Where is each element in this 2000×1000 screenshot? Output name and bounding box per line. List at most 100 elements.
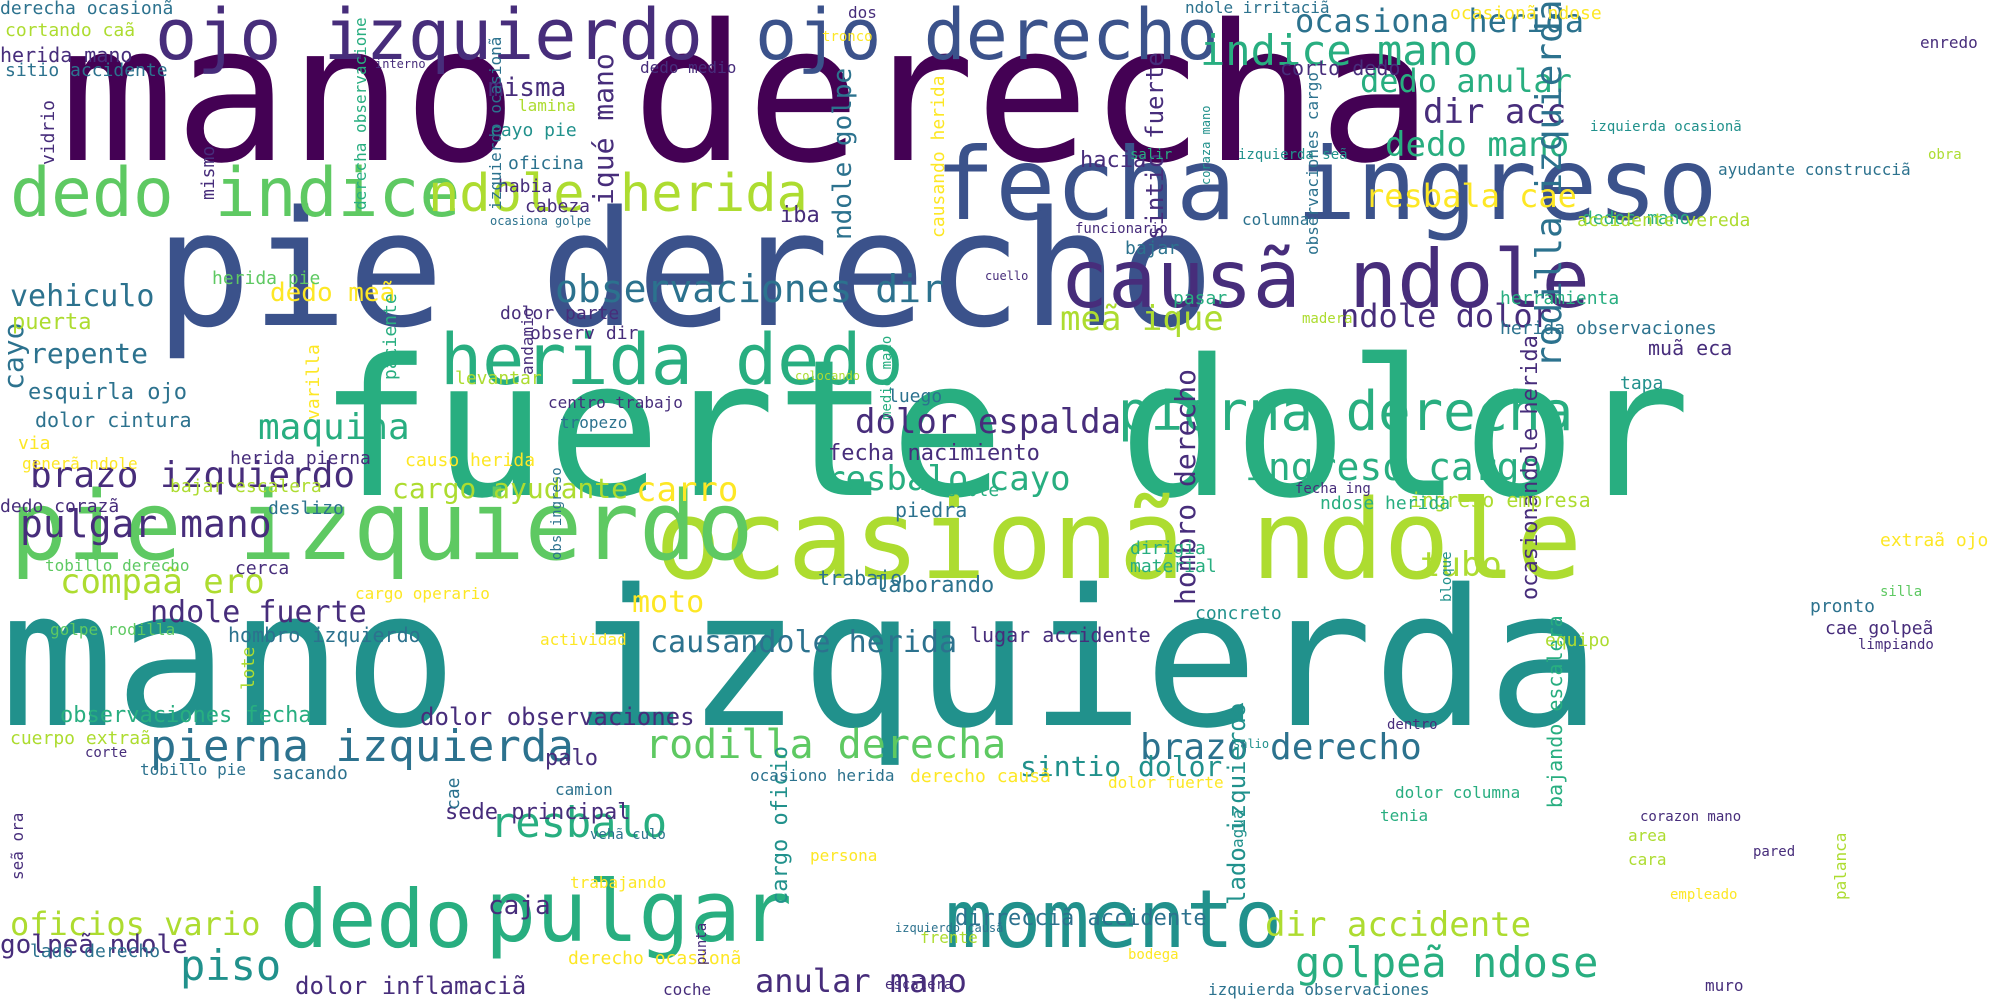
cloud-word: fecha ingreso (935, 126, 1718, 243)
cloud-word: punta (694, 922, 710, 965)
cloud-word: sacando (272, 763, 348, 784)
cloud-word: dir acc (1423, 92, 1567, 132)
cloud-word: herida pierna (230, 448, 371, 469)
cloud-word: accidente vereda (1577, 210, 1751, 231)
cloud-word: ocasionã ndose (1450, 3, 1602, 24)
cloud-word: piedra (895, 498, 968, 522)
cloud-word: vehiculo (10, 279, 155, 314)
cloud-word: iqué mano (587, 53, 620, 205)
cloud-word: brazo izquierdo (30, 455, 356, 496)
cloud-word: laborando (875, 573, 995, 598)
cloud-word: carro (636, 470, 739, 510)
cloud-word: empleado (1670, 887, 1738, 903)
cloud-word: cortando caã (5, 20, 136, 41)
cloud-word: obs ingreso (549, 467, 565, 560)
cloud-word: herida mano (0, 43, 133, 67)
cloud-word: dedo meã (270, 278, 396, 308)
cloud-word: ndole irritaciã (1185, 0, 1330, 17)
cloud-word: pulgar mano (20, 502, 272, 546)
cloud-word: dolor fuerte (1108, 773, 1224, 792)
cloud-word: columna (1242, 210, 1310, 229)
cloud-word: ndole golpe (828, 67, 858, 240)
cloud-word: repente (30, 337, 149, 370)
cloud-word: tapa (1620, 373, 1664, 394)
cloud-word: medio mano (879, 335, 895, 420)
cloud-word: dirigia (1130, 538, 1206, 559)
cloud-word: indice mano (1200, 26, 1479, 75)
cloud-word: lamina (518, 96, 576, 115)
cloud-word: material (1130, 556, 1217, 577)
cloud-word: dedo (280, 873, 473, 966)
cloud-word: fuerte dolor (318, 319, 1691, 540)
cloud-word: causo herida (405, 450, 536, 471)
cloud-word: ingreso empresa (1410, 488, 1591, 512)
cloud-word: bajar (1125, 238, 1180, 259)
cloud-word: tenia (1380, 806, 1429, 825)
cloud-word: dir accidente (1265, 905, 1532, 945)
cloud-word: hombro izquierdo (228, 623, 421, 647)
cloud-word: obra (1928, 147, 1962, 163)
cloud-word: ocasionã ndole (655, 476, 1583, 604)
cloud-word: golpeã ndole (0, 930, 188, 960)
cloud-word: tronco (822, 29, 873, 45)
cloud-word: observaciones cargo (1303, 71, 1322, 255)
cloud-word: causã ndole (1060, 233, 1590, 326)
cloud-word: ocasiona golpe (490, 214, 592, 228)
cloud-word: golpe rodilla (50, 620, 176, 639)
cloud-word: bajar escalera (170, 476, 322, 497)
cloud-word: escalera (885, 977, 953, 993)
cloud-word: derecha observacione (351, 17, 370, 210)
cloud-word: esquirla ojo (28, 380, 187, 405)
cloud-word: tobillo derecho (45, 556, 190, 575)
cloud-word: izquierda seã (1238, 147, 1348, 163)
cloud-word: herida dedo (440, 319, 904, 401)
cloud-word: paciente (380, 293, 401, 380)
cloud-word: muã eca (1648, 336, 1733, 360)
cloud-word: andamio (518, 307, 537, 375)
cloud-word: cable (945, 480, 1000, 501)
cloud-word: tropezo (560, 413, 628, 432)
cloud-word: ojo derecho (755, 0, 1219, 76)
cloud-word: misma (488, 73, 567, 103)
cloud-word: observ dir (530, 323, 639, 344)
cloud-word: dedo indice (10, 154, 461, 233)
cloud-word: piso (180, 941, 282, 990)
cloud-word: anular mano (755, 962, 967, 1000)
cloud-word: resbalo cayo (825, 459, 1071, 499)
cloud-word: causando herida (928, 75, 949, 238)
cloud-word: oficios vario (10, 905, 261, 943)
cloud-word: ndole (428, 164, 585, 224)
cloud-word: derecho ocasionã (568, 948, 742, 969)
cloud-word: cuerpo extraã (10, 728, 151, 749)
cloud-word: ojo izquierdo (155, 0, 703, 76)
cloud-word: dentro (1387, 717, 1438, 733)
cloud-word: trabajando (570, 873, 667, 892)
cloud-word: salio (1233, 737, 1270, 751)
cloud-word: derecho causã (910, 766, 1051, 787)
cloud-word: pasar (1173, 288, 1228, 309)
cloud-word: izquierdo causã (895, 921, 1004, 935)
cloud-word: dolor espalda (855, 402, 1122, 442)
cloud-word: tobillo pie (140, 760, 246, 779)
cloud-word: actividad (540, 630, 627, 649)
cloud-word: mismo (198, 145, 219, 200)
cloud-word: enredo (1920, 33, 1978, 52)
cloud-word: dedo anular (1360, 62, 1572, 100)
cloud-word: vidrio (38, 99, 59, 165)
cloud-word: cae (443, 777, 464, 810)
cloud-word: vehã culo (590, 827, 666, 843)
cloud-word: dolor columna (1395, 783, 1521, 802)
cloud-word: equipo (1545, 630, 1611, 651)
cloud-word: silla (1880, 584, 1923, 600)
cloud-word: sintio dolor (1020, 750, 1223, 783)
cloud-word: sede principal (445, 800, 631, 825)
cloud-word: bodega (1128, 947, 1179, 963)
cloud-word: extraã ojo (1880, 530, 1989, 551)
cloud-word: palo (545, 746, 598, 771)
cloud-word: resbala cae (1365, 177, 1577, 215)
cloud-word: habia (498, 176, 553, 197)
cloud-word: oficina (508, 153, 584, 174)
cloud-word: palanca (1831, 832, 1850, 900)
cloud-word: fecha ing (1295, 481, 1371, 497)
cloud-word: pie derecho (155, 176, 1215, 363)
